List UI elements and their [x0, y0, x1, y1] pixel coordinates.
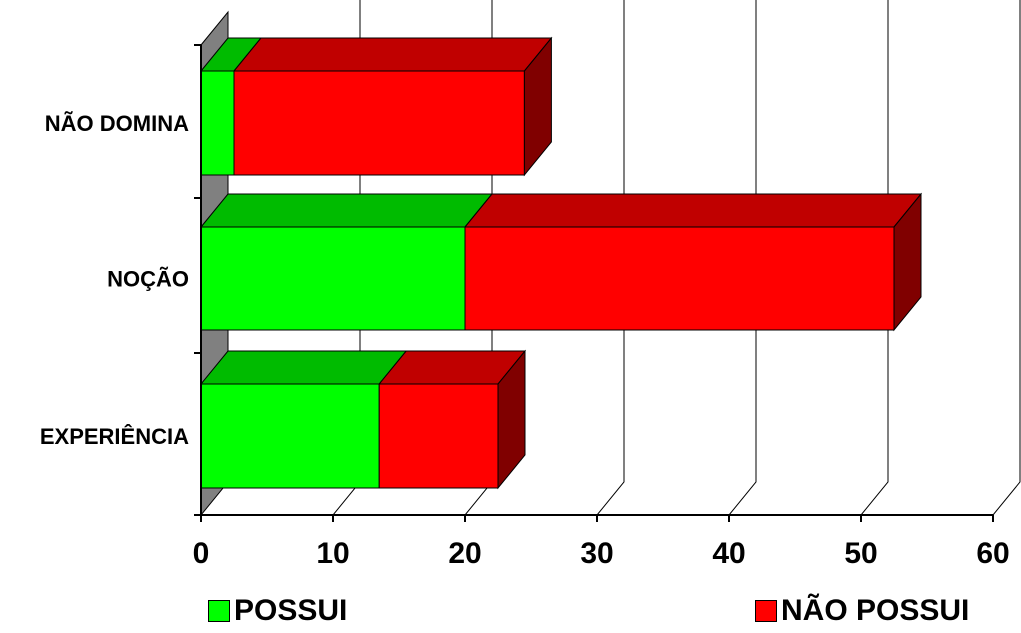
- bar-segment-nao-possui: [463, 193, 923, 331]
- category-label: EXPERIÊNCIA: [40, 424, 189, 449]
- category-labels: NÃO DOMINA NOÇÃO EXPERIÊNCIA: [40, 111, 189, 449]
- gridline: [596, 0, 625, 516]
- bar-side-face: [497, 349, 526, 490]
- x-tick-label: 10: [316, 537, 349, 570]
- legend-label-nao-possui: NÃO POSSUI: [781, 594, 970, 627]
- bar-front-face: [464, 226, 895, 331]
- bar-front-face: [233, 70, 525, 176]
- x-tick-label: 60: [976, 537, 1009, 570]
- gridline: [728, 0, 757, 516]
- bar-front-face: [200, 383, 380, 489]
- bar-top-face: [199, 193, 494, 228]
- legend-item-possui: POSSUI: [208, 594, 347, 628]
- bar-segment-possui: [199, 193, 494, 331]
- bars: [199, 36, 923, 490]
- bar-segment-nao-possui: [232, 37, 553, 176]
- axes: [194, 44, 994, 522]
- bar-side-face: [523, 36, 552, 177]
- bar-front-face: [200, 226, 466, 331]
- x-tick-label: 50: [844, 537, 877, 570]
- bar-segment-possui: [199, 350, 408, 489]
- x-tick-labels: 0 10 20 30 40 50 60: [193, 537, 1010, 570]
- x-tick-label: 20: [448, 537, 481, 570]
- bar-segment-nao-possui: [378, 350, 527, 489]
- legend-swatch-possui: [208, 600, 230, 622]
- bar-front-face: [200, 70, 235, 176]
- bar-top-face: [463, 193, 923, 228]
- gridline: [992, 0, 1021, 516]
- stacked-bar-chart: NÃO DOMINA NOÇÃO EXPERIÊNCIA 0 10 20 30 40 50 60: [40, 0, 1021, 570]
- gridline: [860, 0, 889, 516]
- legend-swatch-nao-possui: [755, 600, 777, 622]
- bar-top-face: [232, 37, 553, 72]
- category-label: NÃO DOMINA: [45, 111, 189, 136]
- legend-item-nao-possui: NÃO POSSUI: [755, 594, 969, 628]
- category-label: NOÇÃO: [107, 267, 189, 292]
- x-tick-label: 0: [193, 537, 210, 570]
- bar-front-face: [378, 383, 499, 489]
- x-tick-label: 30: [580, 537, 613, 570]
- legend-label-possui: POSSUI: [234, 594, 348, 627]
- bar-top-face: [199, 350, 408, 385]
- bar-side-face: [893, 192, 922, 332]
- x-tick-label: 40: [712, 537, 745, 570]
